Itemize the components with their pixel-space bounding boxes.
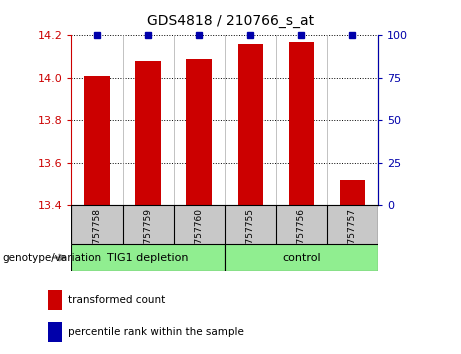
Bar [48,322,62,342]
Text: GSM757759: GSM757759 [143,209,153,263]
Text: percentile rank within the sample: percentile rank within the sample [68,327,244,337]
Text: GSM757756: GSM757756 [297,209,306,263]
Text: GSM757757: GSM757757 [348,209,357,263]
Text: GSM757755: GSM757755 [246,209,255,263]
Bar [340,180,365,205]
Text: control: control [282,252,321,263]
Bar [225,244,378,271]
Bar [186,59,212,205]
Bar [71,244,225,271]
Text: GSM757758: GSM757758 [93,209,101,263]
Bar [136,61,161,205]
Bar [237,44,263,205]
Bar [289,42,314,205]
Text: GSM757760: GSM757760 [195,209,204,263]
Text: TIG1 depletion: TIG1 depletion [107,252,189,263]
Text: genotype/variation: genotype/variation [2,252,101,263]
Bar [48,290,62,310]
Text: transformed count: transformed count [68,295,165,305]
Text: GDS4818 / 210766_s_at: GDS4818 / 210766_s_at [147,14,314,28]
Bar [84,76,110,205]
